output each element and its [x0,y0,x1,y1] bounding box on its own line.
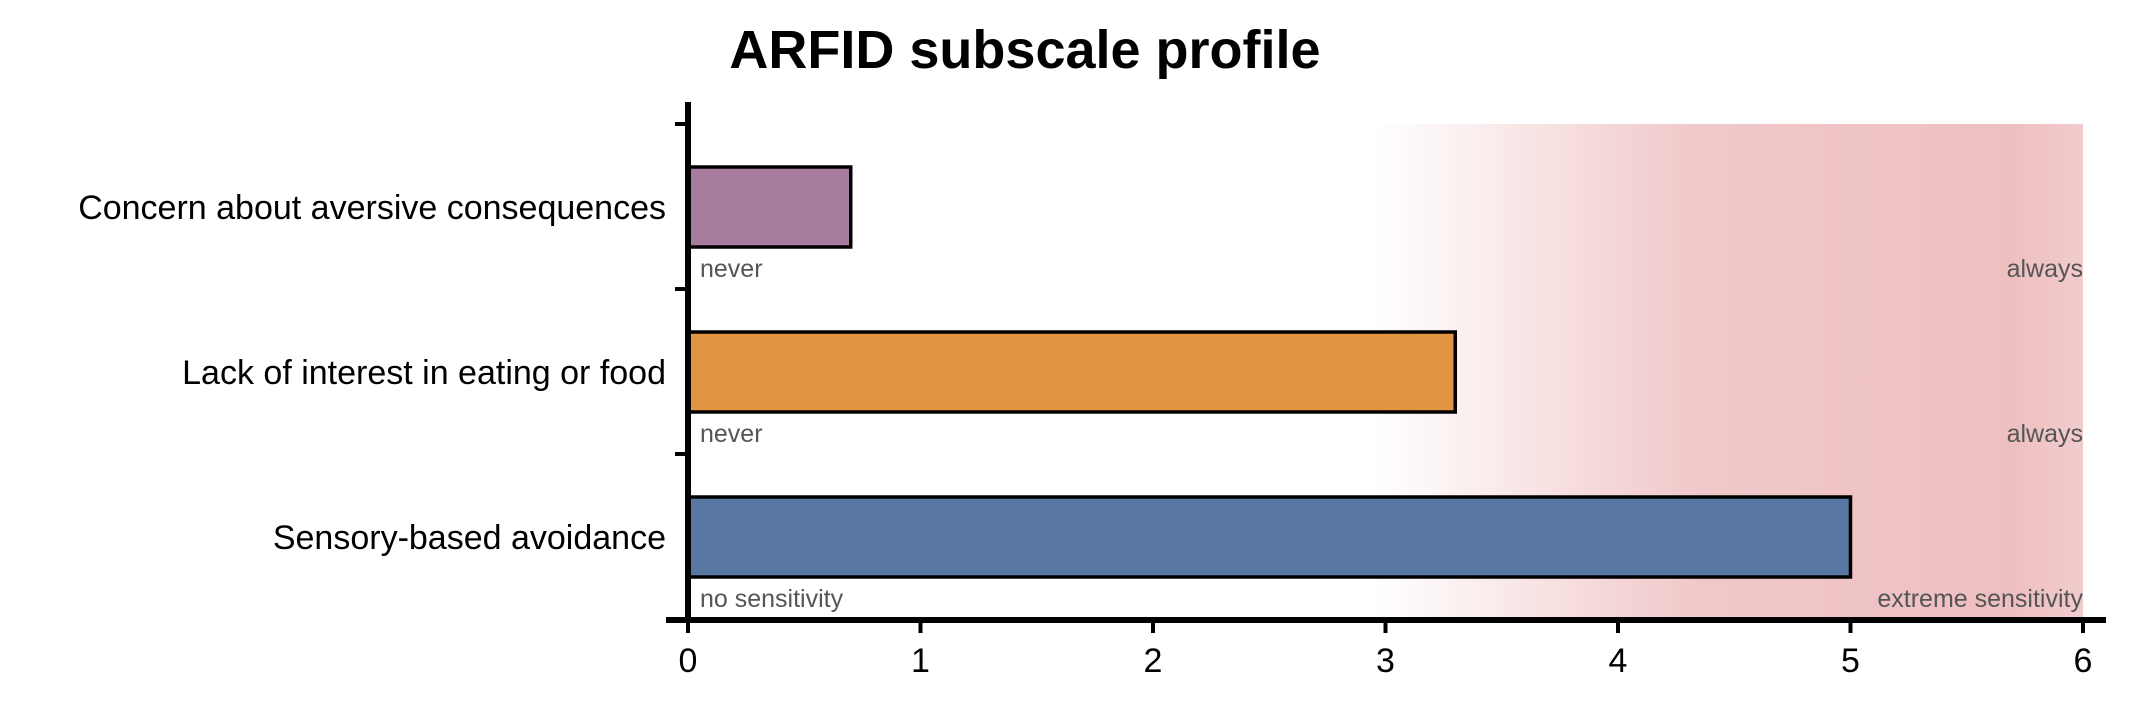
category-labels-group: Concern about aversive consequences Lack … [78,189,666,557]
x-tick-label-6: 6 [2074,642,2093,680]
bars-group [686,165,1853,579]
bar-2 [686,330,1457,414]
x-tick-label-3: 3 [1376,642,1395,680]
chart-title: ARFID subscale profile [729,20,1320,80]
scale-anchor-low-3: no sensitivity [700,585,844,613]
category-label-2: Lack of interest in eating or food [182,354,666,392]
scale-anchor-low-2: never [700,420,763,448]
category-label-1: Concern about aversive consequences [78,189,666,227]
bar-3 [686,495,1853,579]
x-tick-label-4: 4 [1609,642,1628,680]
scale-anchor-high-2: always [2007,420,2083,448]
category-label-3: Sensory-based avoidance [273,519,666,557]
x-tick-label-0: 0 [679,642,698,680]
x-tick-label-5: 5 [1841,642,1860,680]
x-tick-label-1: 1 [911,642,930,680]
scale-anchor-labels-group: never always never always no sensitivity extr… [700,255,2083,613]
axes-group: 0 1 2 3 4 5 6 [666,102,2106,680]
bar-1 [686,165,853,249]
scale-anchor-high-1: always [2007,255,2083,283]
scale-anchor-high-3: extreme sensitivity [1877,585,2083,613]
x-tick-label-2: 2 [1144,642,1163,680]
scale-anchor-low-1: never [700,255,763,283]
